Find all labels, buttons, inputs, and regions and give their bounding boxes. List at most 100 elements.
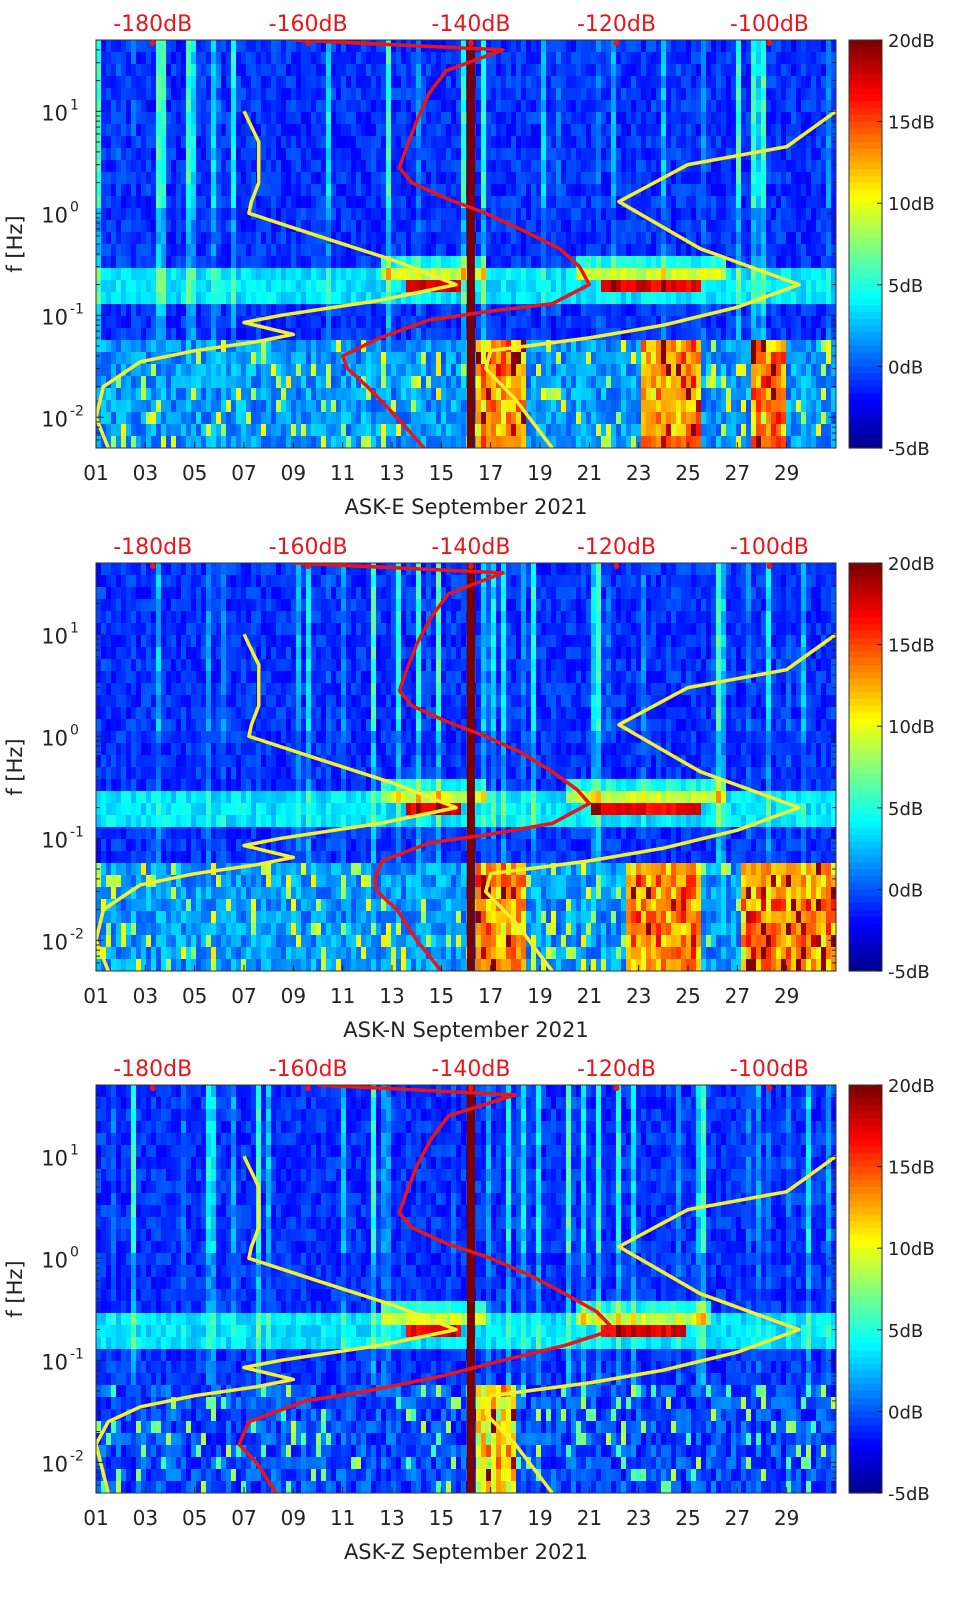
x-tick-label: 11 [330,461,355,485]
colorbar-tick-label: 10dB [888,194,935,215]
x-tick-label: 07 [231,461,256,485]
red-psd-curve [293,563,592,971]
y-tick-label: 10 [41,828,68,852]
y-tick-label: 10 [41,407,68,431]
x-tick-label: 09 [281,1506,306,1530]
highlight-day-column [466,563,475,971]
top-axis-label: -100dB [730,1057,809,1082]
colorbar-tick-label: 15dB [888,113,935,134]
y-tick-exponent: 1 [70,97,79,113]
y-tick-exponent: -1 [70,301,84,317]
x-tick-label: 27 [725,984,750,1008]
x-axis-label: ASK-Z September 2021 [344,1540,588,1564]
y-tick-exponent: 0 [70,722,79,738]
top-axis-marker [467,40,474,46]
y-tick-label: 10 [41,1452,68,1476]
x-tick-label: 23 [626,984,651,1008]
colorbar-tick-label: 20dB [888,31,935,52]
x-tick-label: 19 [527,461,552,485]
x-tick-label: 21 [577,984,602,1008]
yellow-noise-model-left [96,633,458,971]
yellow-noise-model-left [96,1155,458,1493]
y-tick-exponent: -2 [70,1448,84,1464]
top-axis-marker [305,1085,312,1091]
x-tick-label: 09 [281,461,306,485]
y-tick-label: 10 [41,624,68,648]
colorbar: 20dB 15dB 10dB 5dB 0dB -5dB [848,31,935,460]
top-axis-marker [467,1085,474,1091]
y-tick-label: 10 [41,1350,68,1374]
top-axis-marker [766,563,773,569]
top-axis-marker [613,563,620,569]
colorbar-tick-label: 20dB [888,1076,935,1097]
y-tick-label: 10 [41,101,68,125]
x-tick-label: 21 [577,1506,602,1530]
x-tick-label: 23 [626,461,651,485]
colorbar: 20dB 15dB 10dB 5dB 0dB -5dB [848,554,935,983]
colorbar-tick-label: 0dB [888,880,923,901]
x-tick-label: 03 [133,461,158,485]
yellow-noise-model-right [483,632,836,971]
top-axis-marker [467,563,474,569]
x-tick-label: 27 [725,1506,750,1530]
x-tick-label: 29 [774,984,799,1008]
x-tick-label: 15 [429,984,454,1008]
x-tick-label: 11 [330,1506,355,1530]
x-tick-label: 05 [182,461,207,485]
x-tick-label: 03 [133,984,158,1008]
top-axis-label: -120dB [577,12,656,37]
top-axis-marker [766,40,773,46]
y-tick-label: 10 [41,305,68,329]
colorbar-tick-label: 10dB [888,717,935,738]
top-axis-marker [149,40,156,46]
x-tick-label: 01 [83,1506,108,1530]
spectrogram-image [96,1085,836,1493]
y-tick-exponent: 1 [70,1142,79,1158]
top-axis-label: -140dB [431,12,510,37]
x-tick-label: 01 [83,461,108,485]
yellow-noise-model-right [483,1154,836,1493]
y-axis-label: f [Hz] [3,1260,27,1317]
x-tick-label: 19 [527,1506,552,1530]
colorbar-frame [848,562,883,972]
y-tick-exponent: 0 [70,199,79,215]
top-axis-label: -160dB [269,1057,348,1082]
top-axis-label: -180dB [113,535,192,560]
highlight-day-column [466,40,475,448]
colorbar-tick-label: -5dB [888,1484,930,1505]
red-psd-curve [237,1085,616,1493]
x-tick-label: 29 [774,461,799,485]
x-tick-label: 21 [577,461,602,485]
yellow-noise-model-right [483,109,836,448]
x-tick-label: 13 [379,984,404,1008]
y-tick-label: 10 [41,203,68,227]
x-tick-label: 05 [182,984,207,1008]
y-axis-label: f [Hz] [3,215,27,272]
spectrogram-image [96,40,836,448]
top-axis-marker [149,563,156,569]
y-tick-label: 10 [41,930,68,954]
colorbar-tick-label: 10dB [888,1239,935,1260]
y-tick-exponent: 1 [70,620,79,636]
highlight-day-column [466,1085,475,1493]
colorbar-tick-label: 15dB [888,1158,935,1179]
y-tick-exponent: 0 [70,1244,79,1260]
x-tick-label: 05 [182,1506,207,1530]
red-psd-curve [293,40,592,448]
colorbar-tick-label: 0dB [888,1402,923,1423]
x-tick-label: 23 [626,1506,651,1530]
x-tick-label: 13 [379,1506,404,1530]
y-axis-label: f [Hz] [3,738,27,795]
top-axis-label: -140dB [431,1057,510,1082]
x-tick-label: 17 [478,461,503,485]
top-axis-label: -100dB [730,535,809,560]
spectrogram-image [96,563,836,971]
x-tick-label: 29 [774,1506,799,1530]
x-tick-label: 17 [478,1506,503,1530]
colorbar-tick-label: 5dB [888,799,923,820]
x-tick-label: 17 [478,984,503,1008]
colorbar-frame [848,1084,883,1494]
colorbar-tick-label: 15dB [888,636,935,657]
top-axis-marker [305,40,312,46]
